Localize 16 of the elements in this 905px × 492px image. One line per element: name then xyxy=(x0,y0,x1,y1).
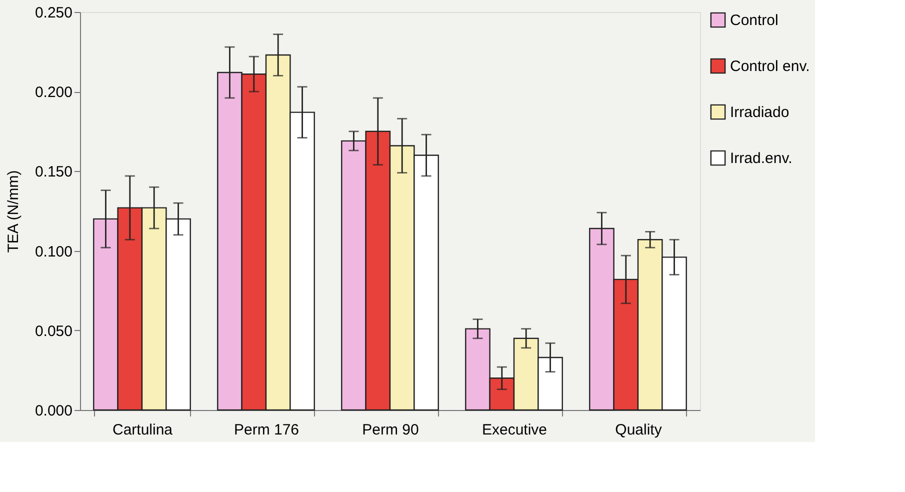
x-tick-label: Perm 176 xyxy=(234,422,300,438)
x-tick-label: Perm 90 xyxy=(362,422,419,438)
legend-label: Irrad.env. xyxy=(730,150,792,167)
y-axis-title: TEA (N/mm) xyxy=(4,170,22,253)
legend-label: Control env. xyxy=(730,58,810,75)
x-tick-label: Executive xyxy=(482,422,548,438)
y-tick-label: 0.200 xyxy=(34,84,72,102)
y-tick-label: 0.150 xyxy=(34,164,72,181)
legend-label: Irradiado xyxy=(730,104,790,121)
y-tick-label: 0.000 xyxy=(34,402,72,420)
y-tick-label: 0.050 xyxy=(34,322,72,340)
x-tick-label: Quality xyxy=(615,422,662,438)
y-tick-label: 0.100 xyxy=(34,243,72,260)
x-tick-label: Cartulina xyxy=(112,422,174,438)
legend-label: Control xyxy=(730,12,778,29)
y-tick-label: 0.250 xyxy=(34,4,72,22)
